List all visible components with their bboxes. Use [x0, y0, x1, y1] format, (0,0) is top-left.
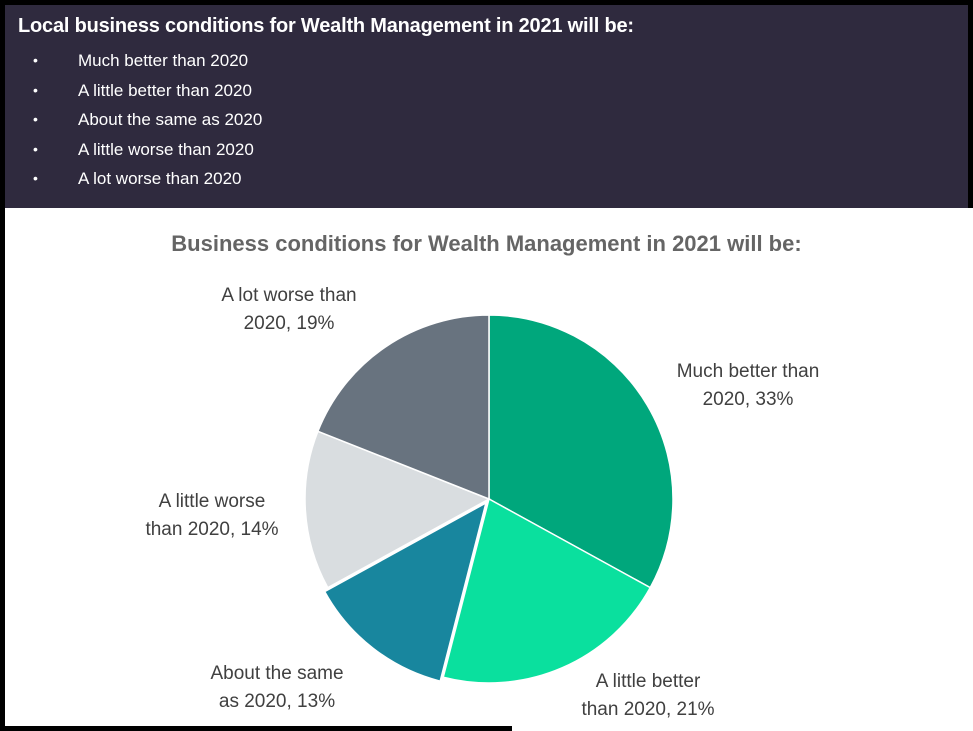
answer-option: • A little better than 2020 [5, 76, 968, 106]
answer-option-label: A little better than 2020 [78, 80, 252, 100]
pie-slice-4 [316, 314, 490, 501]
answer-option: • Much better than 2020 [5, 46, 968, 76]
bullet-icon: • [33, 81, 38, 98]
pie-label-line: A little better [595, 671, 701, 692]
pie-label-much-better: Much better than 2020, 33% [608, 358, 888, 414]
answer-option: • A little worse than 2020 [5, 135, 968, 165]
pie-label-line: Much better than [676, 361, 820, 382]
question-title: Local business conditions for Wealth Man… [18, 15, 634, 37]
pie-label-line: than 2020, 21% [581, 699, 715, 720]
pie-label-lot-worse: A lot worse than 2020, 19% [149, 282, 429, 338]
answer-option-label: Much better than 2020 [78, 51, 249, 70]
answer-option-label: A lot worse than 2020 [78, 169, 242, 188]
bullet-icon: • [33, 170, 38, 186]
question-header: Local business conditions for Wealth Man… [0, 0, 973, 208]
pie-label-line: A little worse [158, 491, 266, 512]
pie-label-line: 2020, 19% [243, 313, 335, 334]
pie-label-line: 2020, 33% [702, 389, 794, 410]
answer-option: • A lot worse than 2020 [5, 164, 968, 194]
answer-options-list: • Much better than 2020 • A little bette… [5, 46, 968, 194]
answer-option-label: About the same as 2020 [78, 110, 263, 129]
pie-label-line: as 2020, 13% [218, 691, 336, 712]
pie-label-little-worse: A little worse than 2020, 14% [72, 488, 352, 544]
answer-option: • About the same as 2020 [5, 105, 968, 135]
pie-label-line: About the same [210, 663, 344, 684]
pie-slice-3 [304, 430, 491, 589]
pie-label-line: A lot worse than [221, 285, 357, 306]
bullet-icon: • [33, 111, 38, 127]
pie-slice-0 [488, 314, 674, 589]
frame-bottom-edge [0, 726, 512, 731]
bullet-icon: • [33, 140, 38, 157]
bullet-icon: • [33, 52, 38, 68]
pie-slice-2 [323, 501, 488, 683]
chart-title: Business conditions for Wealth Managemen… [171, 231, 802, 256]
pie-label-little-better: A little better than 2020, 21% [508, 668, 788, 724]
pie-label-line: than 2020, 14% [145, 519, 279, 540]
frame-left-edge [0, 0, 5, 731]
answer-option-label: A little worse than 2020 [78, 139, 254, 159]
pie-label-about-same: About the same as 2020, 13% [137, 660, 417, 716]
pie-slice-1 [442, 497, 652, 684]
